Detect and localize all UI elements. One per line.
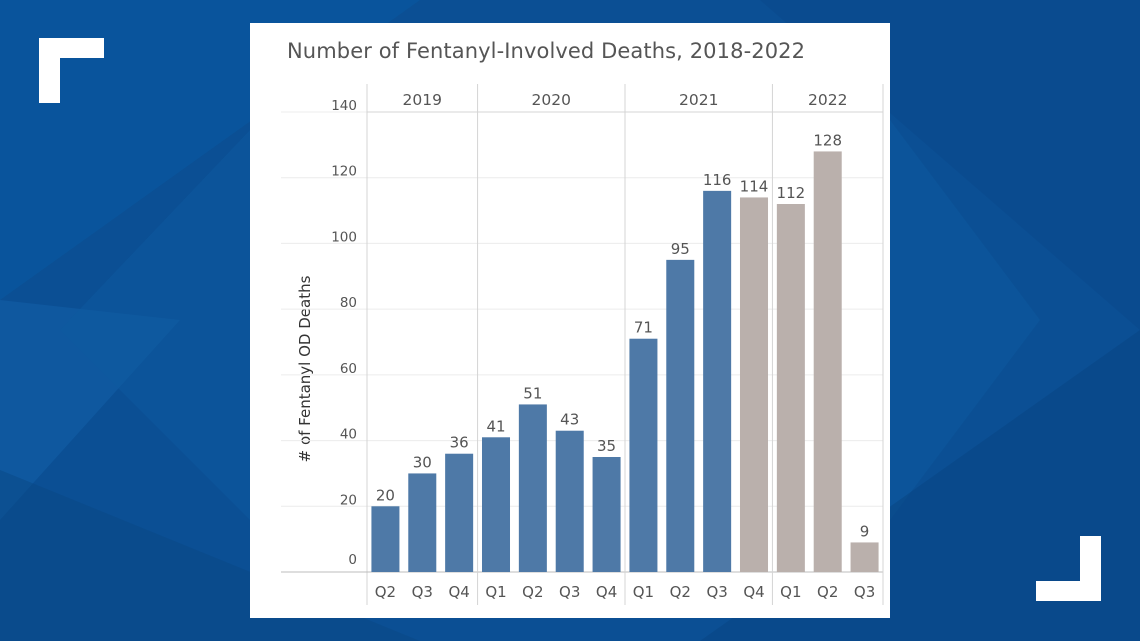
bar [703, 190, 732, 572]
x-tick-label: Q2 [670, 583, 691, 601]
x-tick-label: Q2 [375, 583, 396, 601]
x-tick-label: Q1 [485, 583, 506, 601]
bar [518, 404, 547, 572]
data-label: 51 [523, 384, 542, 402]
data-label: 43 [560, 411, 579, 429]
y-tick-label: 60 [340, 361, 357, 377]
bar [445, 453, 474, 572]
y-tick-label: 80 [340, 295, 357, 311]
data-label: 9 [860, 522, 870, 540]
y-tick-label: 0 [348, 552, 357, 568]
bar [371, 506, 400, 572]
data-label: 35 [597, 437, 616, 455]
x-tick-label: Q1 [780, 583, 801, 601]
x-tick-label: Q1 [633, 583, 654, 601]
y-tick-label: 140 [331, 98, 357, 114]
x-tick-label: Q2 [522, 583, 543, 601]
year-label-2019: 2019 [403, 91, 442, 109]
x-tick-label: Q3 [706, 583, 727, 601]
bar [813, 151, 842, 572]
y-tick-label: 120 [331, 164, 357, 180]
x-tick-label: Q4 [448, 583, 469, 601]
bar [739, 197, 769, 572]
data-label: 116 [703, 171, 732, 189]
bar [850, 542, 879, 572]
data-label: 36 [450, 434, 469, 452]
year-label-2020: 2020 [532, 91, 571, 109]
year-label-2022: 2022 [808, 91, 847, 109]
x-tick-label: Q3 [854, 583, 875, 601]
x-tick-label: Q2 [817, 583, 838, 601]
data-label: 128 [813, 131, 842, 149]
y-tick-label: 20 [340, 492, 357, 508]
bar [776, 204, 805, 572]
data-label: 71 [634, 319, 653, 337]
data-label: 30 [413, 453, 432, 471]
x-tick-label: Q4 [743, 583, 764, 601]
corner-bracket-top-left [39, 38, 104, 103]
y-tick-label: 100 [331, 229, 357, 245]
data-label: 20 [376, 486, 395, 504]
y-tick-label: 40 [340, 427, 357, 443]
data-label: 41 [486, 417, 505, 435]
data-label: 112 [777, 184, 806, 202]
bar [481, 437, 511, 572]
bar [629, 338, 658, 572]
x-tick-label: Q3 [412, 583, 433, 601]
year-label-2021: 2021 [679, 91, 718, 109]
corner-bracket-bottom-right [1036, 536, 1101, 601]
x-tick-label: Q3 [559, 583, 580, 601]
bar [408, 473, 437, 572]
x-tick-label: Q4 [596, 583, 617, 601]
bar [666, 259, 695, 572]
chart-title: Number of Fentanyl-Involved Deaths, 2018… [287, 39, 806, 63]
bar [555, 430, 584, 572]
bar [592, 457, 621, 572]
data-label: 114 [740, 177, 769, 195]
bar-chart: 0 20 40 60 80 100 120 140 2019 Q2 Q3 Q4 2020 Q1 Q2 Q3 Q4… [281, 84, 884, 605]
data-label: 95 [671, 240, 690, 258]
chart-panel: Number of Fentanyl-Involved Deaths, 2018… [250, 23, 890, 618]
